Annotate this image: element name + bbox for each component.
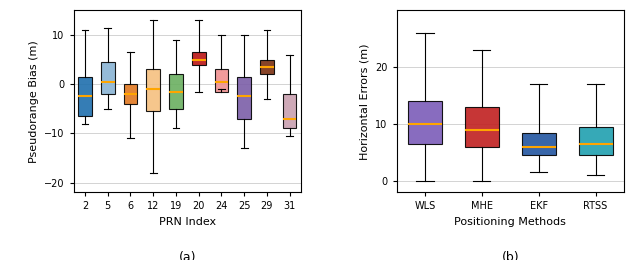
PathPatch shape: [169, 74, 183, 109]
Y-axis label: Horizontal Errors (m): Horizontal Errors (m): [360, 43, 370, 160]
PathPatch shape: [78, 77, 92, 116]
PathPatch shape: [124, 84, 138, 104]
X-axis label: Positioning Methods: Positioning Methods: [454, 217, 566, 227]
PathPatch shape: [260, 60, 274, 74]
X-axis label: PRN Index: PRN Index: [159, 217, 216, 227]
PathPatch shape: [214, 69, 228, 92]
Y-axis label: Pseudorange Bias (m): Pseudorange Bias (m): [29, 40, 38, 163]
PathPatch shape: [465, 107, 499, 147]
PathPatch shape: [522, 133, 556, 155]
PathPatch shape: [192, 52, 205, 64]
Text: (a): (a): [179, 251, 196, 260]
PathPatch shape: [147, 69, 160, 111]
PathPatch shape: [283, 94, 296, 128]
PathPatch shape: [579, 127, 612, 155]
PathPatch shape: [237, 77, 251, 119]
PathPatch shape: [101, 62, 115, 94]
PathPatch shape: [408, 101, 442, 144]
Text: (b): (b): [502, 251, 519, 260]
